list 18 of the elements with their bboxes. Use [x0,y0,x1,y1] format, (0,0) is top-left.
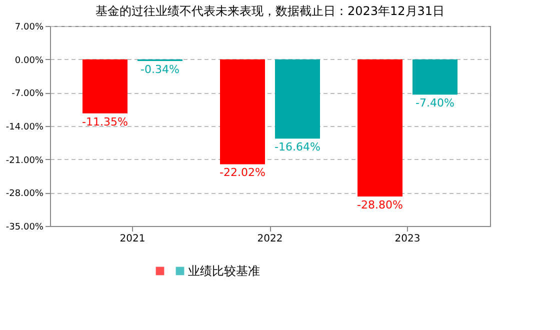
legend-label: 业绩比较基准 [188,264,260,278]
data-label: -7.40% [416,96,454,110]
data-label: -11.35% [82,115,128,128]
y-tick-label: -7.00% [12,89,44,100]
y-tick-label: -28.00% [6,189,44,200]
x-tick-label: 2022 [257,234,283,244]
y-tick-label: 7.00% [14,22,44,32]
y-tick-label: -21.00% [6,156,44,166]
y-tick-label: 0.00% [14,56,44,66]
data-label: -28.80% [357,198,403,212]
y-tick-label: -14.00% [6,122,44,132]
y-tick-label: -35.00% [6,222,44,232]
data-label: -0.34% [140,62,180,76]
chart-title: 基金的过往业绩不代表未来表现，数据截止日：2023年12月31日 [95,4,445,18]
data-label: -22.02% [220,166,266,180]
x-tick-label: 2023 [394,234,420,244]
x-tick-label: 2021 [120,234,146,244]
data-label: -16.64% [274,140,320,154]
